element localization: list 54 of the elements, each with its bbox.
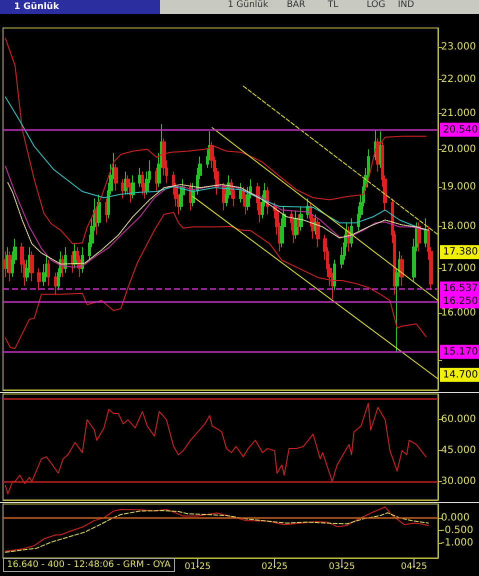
candlestick	[131, 174, 135, 200]
candlestick	[114, 164, 118, 192]
ref-line-label: 20.540	[443, 124, 478, 136]
y-tick-label: 23.000	[441, 41, 476, 52]
y-tick-label: 19.000	[441, 181, 476, 192]
annotation: 14.700	[443, 369, 478, 380]
y-tick-label: 18.000	[441, 220, 476, 232]
y-tick-label: 16.000	[441, 307, 476, 318]
candlestick	[333, 259, 336, 291]
line-series	[4, 96, 426, 231]
candlestick	[47, 259, 50, 286]
y-tick-label: 21.000	[441, 108, 476, 120]
ref-line-label: 16.250	[443, 296, 478, 307]
text: TL	[328, 0, 338, 12]
candlestick	[37, 268, 41, 291]
candlestick	[97, 194, 101, 227]
line-series	[4, 402, 426, 494]
candlestick	[138, 167, 142, 188]
y-tick-label: 0.000	[441, 512, 470, 524]
line-series	[4, 212, 426, 349]
x-tick-label: 04-25	[400, 562, 428, 572]
chart-title: 1 Günlük	[0, 0, 160, 14]
y-tick-label: 22.000	[441, 74, 476, 85]
line-series	[4, 38, 426, 244]
candlestick	[299, 206, 303, 232]
candlestick	[141, 171, 144, 196]
line-series	[4, 166, 426, 268]
y-tick-label: 20.000	[441, 144, 476, 155]
ref-line-label: 16.537	[443, 282, 478, 294]
candlestick	[8, 250, 12, 282]
candlestick	[30, 250, 34, 282]
text: BAR	[286, 0, 306, 12]
x-tick-label: 03-25	[328, 562, 355, 572]
y-tick-label: 45.000	[441, 445, 476, 456]
annotation: 17.380	[443, 246, 478, 258]
candlestick	[400, 255, 404, 286]
candlestick	[54, 272, 58, 296]
x-tick-label: 02-25	[261, 562, 288, 572]
y-tick-label: 60.000	[441, 414, 476, 426]
x-tick-label: 01-25	[184, 562, 211, 572]
text: IND	[398, 0, 414, 12]
text: 16.640 - 400 - 12:48:06 - GRM - OYA	[3, 558, 175, 572]
candlestick	[124, 171, 127, 196]
candlestick	[294, 210, 298, 240]
y-tick-label: -0.500	[441, 524, 474, 536]
text: 1 Günlük	[228, 0, 268, 12]
candlestick	[316, 218, 320, 248]
ref-line-label: 15.170	[443, 346, 478, 358]
candlestick	[4, 250, 7, 278]
candlestick	[81, 246, 84, 274]
text: LOG	[366, 0, 386, 12]
y-tick-label: -1.000	[441, 537, 474, 548]
y-tick-label: 30.000	[441, 476, 476, 487]
y-tick-label: 17.000	[441, 262, 476, 274]
